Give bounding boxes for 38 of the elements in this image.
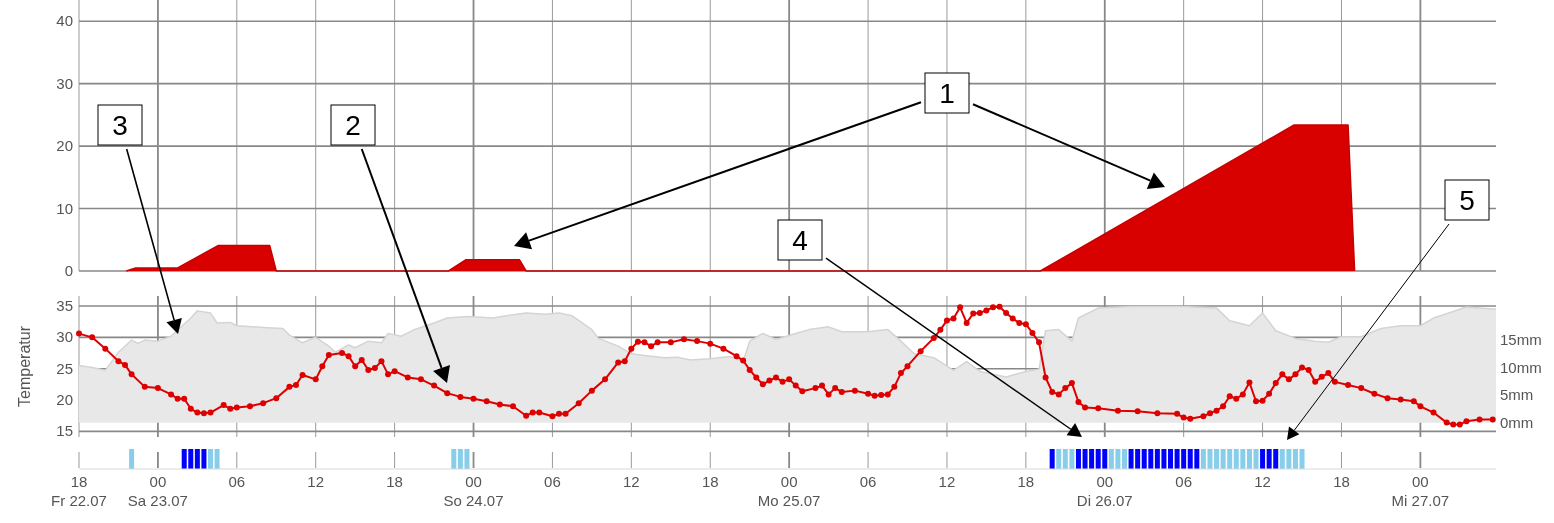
x-tick-label: 18 <box>701 473 719 490</box>
y-tick-label: 30 <box>56 328 73 346</box>
x-tick-label: 00 So 24.07 <box>443 473 504 509</box>
annotation: 3 <box>112 110 128 141</box>
x-tick-label: 12 <box>307 473 325 490</box>
x-tick-label: 18 <box>1333 473 1350 490</box>
x-tick-label: 06 <box>1175 473 1193 490</box>
x-tick-label: 12 <box>622 473 640 490</box>
y2-tick-label: 15mm <box>1500 331 1542 349</box>
y-tick-label: 15 <box>56 422 73 440</box>
x-tick-label: 00 Mo 25.07 <box>757 473 821 509</box>
y-axis-title: Temperatur <box>16 325 33 407</box>
annotation: 2 <box>345 110 361 141</box>
y-tick-label: 20 <box>56 391 73 409</box>
x-tick-label: 12 <box>1254 473 1271 490</box>
x-tick-label: 00 Mi 27.07 <box>1391 473 1450 509</box>
x-tick-label: 06 <box>859 473 877 490</box>
x-tick-label: 06 <box>544 473 561 490</box>
x-tick-label: 00 Di 26.07 <box>1076 473 1133 509</box>
y-tick-label: 0 <box>64 262 73 279</box>
x-tick-label: 18 Fr 22.07 <box>51 473 107 509</box>
y-tick-label: 30 <box>56 74 73 92</box>
y-tick-label: 10 <box>56 199 73 217</box>
y2-tick-label: 0mm <box>1500 413 1534 431</box>
x-tick-label: 18 <box>386 473 403 490</box>
y2-tick-label: 5mm <box>1500 386 1534 404</box>
y-tick-label: 35 <box>56 297 73 315</box>
annotation: 4 <box>792 225 808 256</box>
y2-tick-label: 10mm <box>1500 358 1542 376</box>
x-tick-label: 18 <box>1017 473 1035 490</box>
annotation: 5 <box>1459 185 1475 216</box>
y-tick-label: 20 <box>56 137 73 155</box>
x-tick-label: 12 <box>938 473 956 490</box>
y-tick-label: 25 <box>56 359 73 377</box>
annotation: 1 <box>939 78 955 109</box>
x-tick-label: 06 <box>228 473 246 490</box>
y-tick-label: 40 <box>56 12 73 30</box>
x-tick-label: 00 Sa 23.07 <box>127 473 188 509</box>
